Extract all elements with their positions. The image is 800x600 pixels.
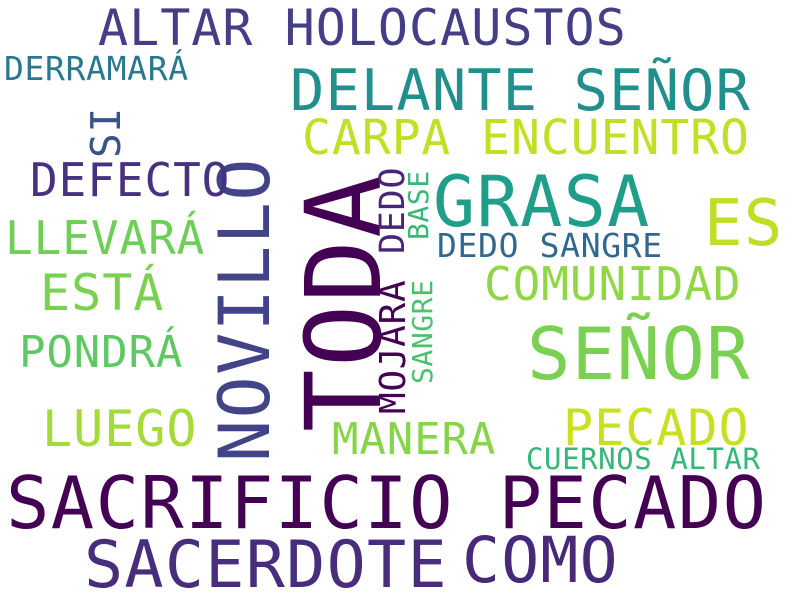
word-es: ES	[704, 187, 784, 261]
word-llevara: LLEVARÁ	[5, 211, 206, 265]
word-sangre: SANGRE	[406, 279, 439, 384]
word-grasa: GRASA	[433, 161, 651, 243]
word-base: BASE	[402, 170, 435, 240]
word-sacrificio-pecado: SACRIFICIO PECADO	[6, 461, 768, 545]
word-esta: ESTÁ	[40, 264, 165, 322]
word-si: SI	[82, 106, 130, 158]
word-delante-senor: DELANTE SEÑOR	[290, 58, 751, 124]
word-pecado: PECADO	[563, 399, 750, 457]
word-como: COMO	[462, 524, 619, 597]
word-luego: LUEGO	[42, 400, 198, 458]
word-senor: SEÑOR	[527, 312, 751, 396]
word-derramara: DERRAMARÁ	[4, 49, 189, 88]
word-cuernos-altar: CUERNOS ALTAR	[526, 442, 761, 476]
word-manera: MANERA	[332, 414, 497, 465]
word-dedo-sangre: DEDO SANGRE	[437, 226, 663, 265]
word-altar-holocaustos: ALTAR HOLOCAUSTOS	[98, 0, 627, 57]
word-comunidad: COMUNIDAD	[484, 257, 742, 311]
word-carpa-encuentro: CARPA ENCUENTRO	[302, 110, 750, 166]
word-pondra: PONDRÁ	[19, 327, 184, 378]
word-sacerdote: SACERDOTE	[84, 528, 448, 600]
word-defecto: DEFECTO	[30, 153, 231, 207]
